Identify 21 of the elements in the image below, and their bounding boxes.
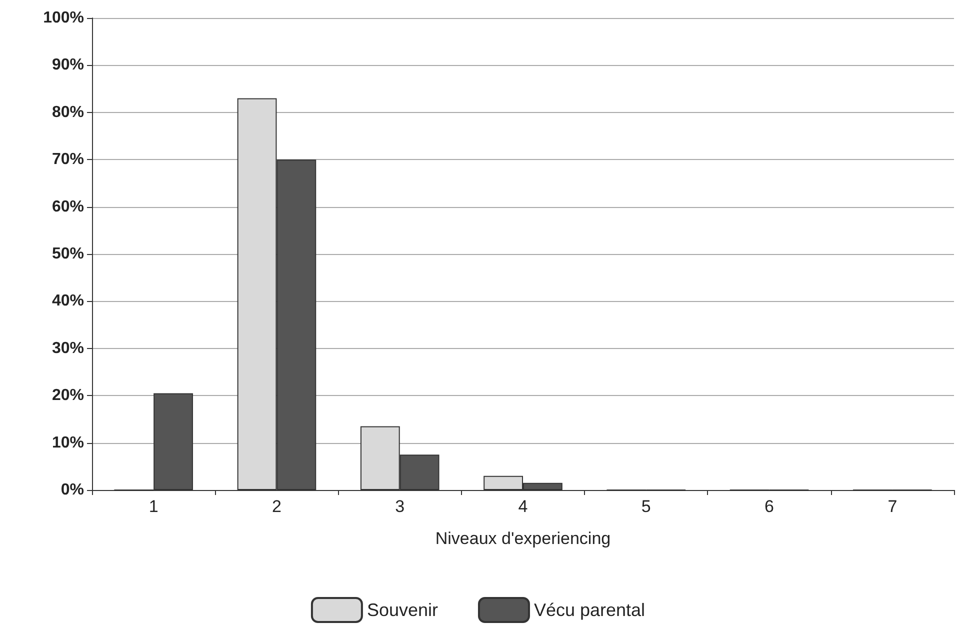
legend-label: Souvenir (366, 600, 438, 620)
x-tick-label: 4 (518, 497, 528, 516)
x-tick-label: 2 (272, 497, 282, 516)
legend-label: Vécu parental (534, 600, 646, 620)
y-tick-label: 90% (52, 56, 84, 74)
x-tick-label: 5 (641, 497, 651, 516)
x-tick-label: 6 (764, 497, 774, 516)
y-tick-label: 80% (52, 104, 84, 121)
x-tick-label: 1 (148, 497, 158, 516)
y-tick-label: 70% (52, 151, 84, 168)
y-tick-label: 100% (43, 10, 84, 26)
y-tick-label: 60% (52, 198, 84, 216)
y-tick-label: 50% (52, 246, 84, 262)
y-tick-label: 10% (52, 434, 84, 452)
x-axis-title: Niveaux d'experiencing (435, 529, 611, 548)
y-tick-label: 30% (52, 340, 84, 357)
x-tick-label: 7 (888, 497, 898, 516)
y-tick-label: 40% (52, 292, 84, 310)
y-tick-label: 0% (60, 482, 84, 498)
y-tick-label: 20% (52, 387, 84, 404)
x-tick-label: 3 (395, 497, 405, 516)
